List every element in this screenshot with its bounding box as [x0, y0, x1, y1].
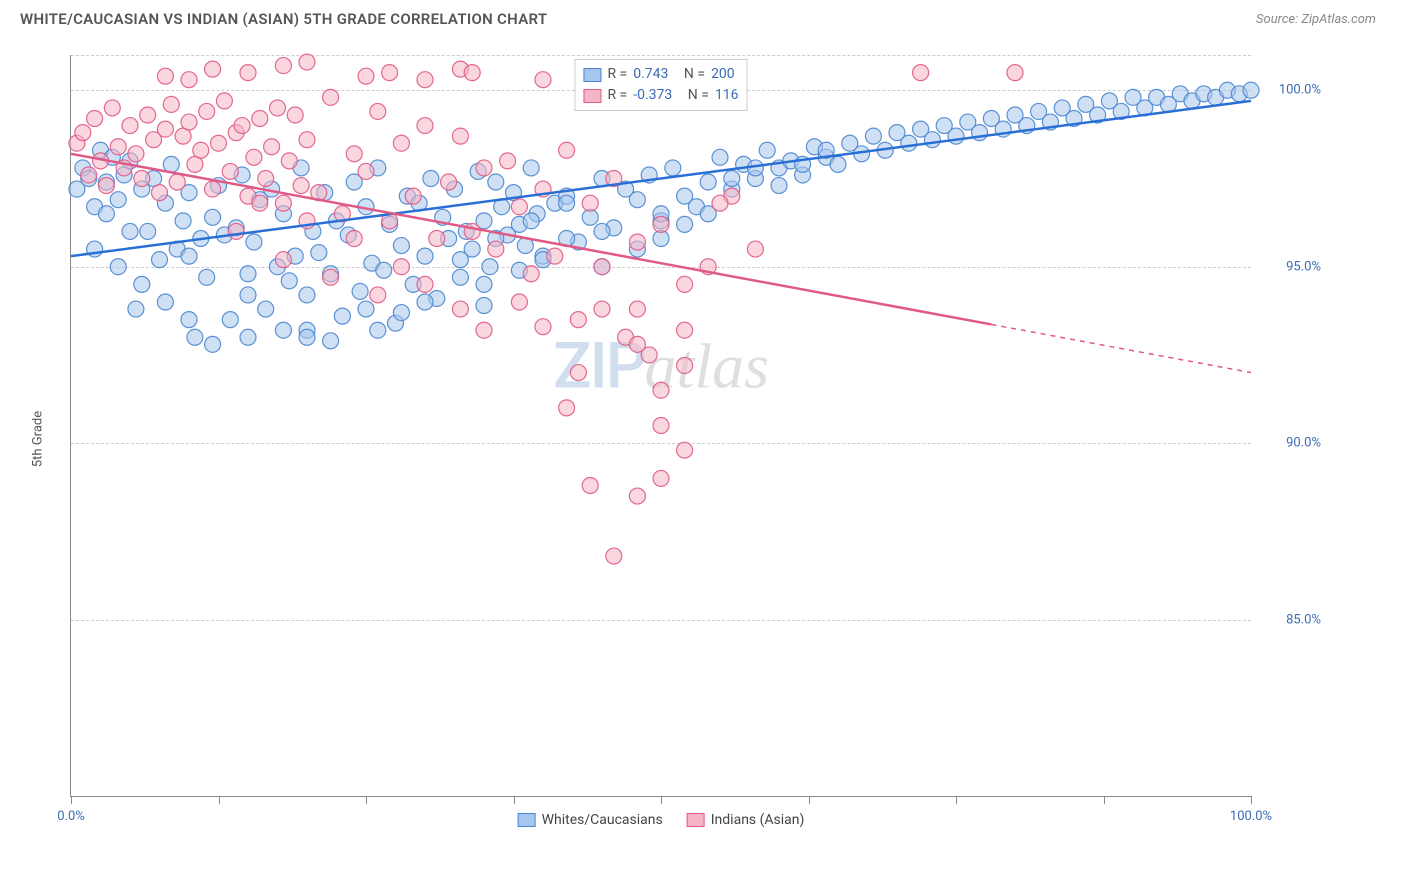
x-tick	[71, 796, 72, 804]
x-tick	[1251, 796, 1252, 804]
x-tick	[956, 796, 957, 804]
source-label: Source: ZipAtlas.com	[1256, 12, 1376, 27]
regression-line-dashed	[991, 324, 1251, 372]
x-tick	[809, 796, 810, 804]
swatch-blue	[518, 813, 536, 827]
x-tick	[366, 796, 367, 804]
swatch-pink	[687, 813, 705, 827]
y-axis-label: 5th Grade	[31, 410, 46, 466]
chart-title: WHITE/CAUCASIAN VS INDIAN (ASIAN) 5TH GR…	[20, 10, 547, 28]
x-tick	[1104, 796, 1105, 804]
regression-line	[71, 101, 1251, 256]
x-tick	[661, 796, 662, 804]
y-tick-label: 100.0%	[1279, 83, 1321, 98]
legend-item-blue: Whites/Caucasians	[518, 812, 663, 828]
swatch-blue	[583, 68, 601, 82]
y-tick-label: 90.0%	[1286, 436, 1321, 451]
x-tick-label: 0.0%	[57, 809, 85, 824]
header: WHITE/CAUCASIAN VS INDIAN (ASIAN) 5TH GR…	[0, 0, 1406, 33]
y-tick-label: 95.0%	[1286, 259, 1321, 274]
legend-item-pink: Indians (Asian)	[687, 812, 805, 828]
x-tick-label: 100.0%	[1230, 809, 1272, 824]
plot-area: ZIPatlas R = 0.743 N = 200 R = -0.373 N …	[70, 55, 1251, 797]
x-tick	[219, 796, 220, 804]
stats-row-blue: R = 0.743 N = 200	[583, 64, 738, 85]
regression-lines-layer	[71, 55, 1251, 796]
swatch-pink	[583, 89, 601, 103]
stats-row-pink: R = -0.373 N = 116	[583, 85, 738, 106]
chart-container: 5th Grade ZIPatlas R = 0.743 N = 200 R =…	[50, 45, 1326, 832]
series-legend: Whites/Caucasians Indians (Asian)	[518, 812, 805, 828]
stats-legend: R = 0.743 N = 200 R = -0.373 N = 116	[574, 59, 747, 111]
y-tick-label: 85.0%	[1286, 612, 1321, 627]
x-tick	[514, 796, 515, 804]
